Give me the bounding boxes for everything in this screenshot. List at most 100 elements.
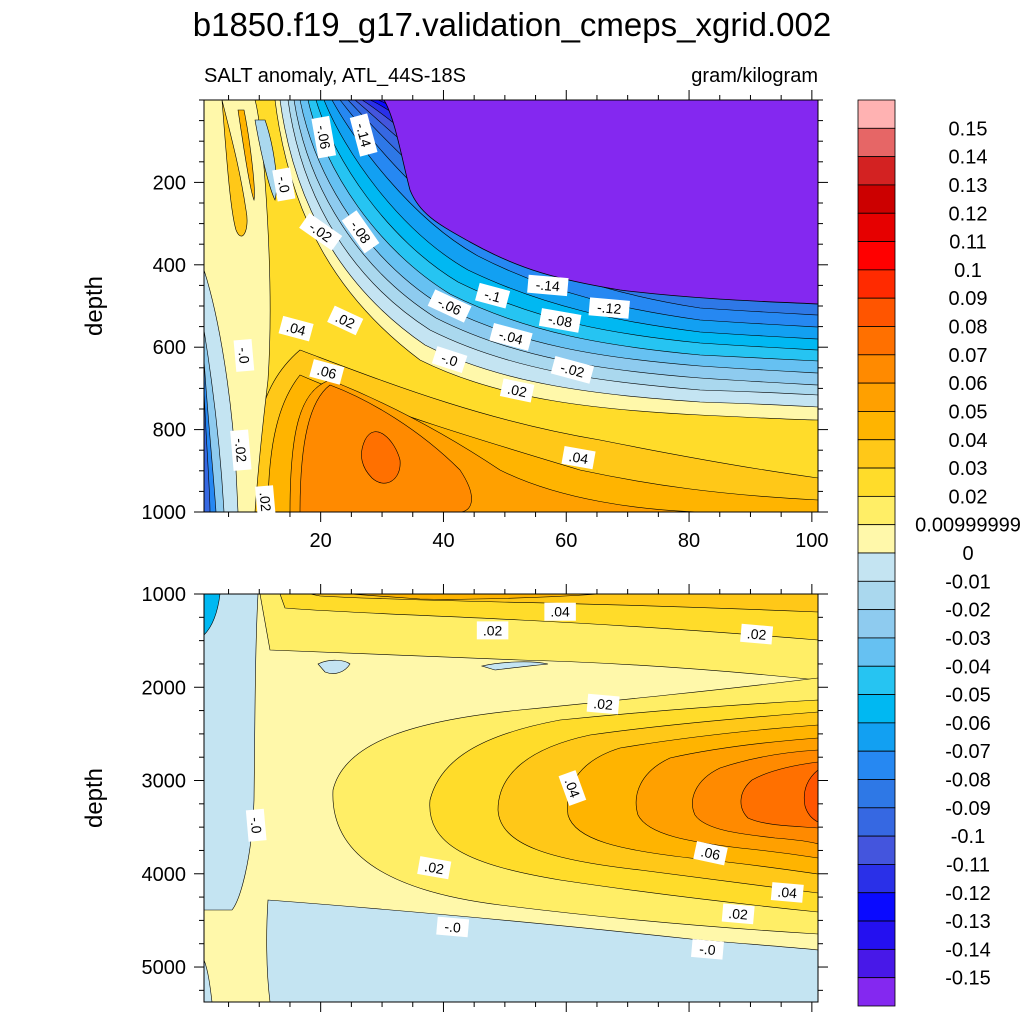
contour-label: -.14 [349, 113, 378, 157]
contour-label-text: .02 [423, 858, 445, 877]
contour-label-text: .02 [483, 622, 503, 638]
colorbar-swatch [857, 297, 896, 327]
contour-label-text: .02 [506, 381, 529, 401]
contour-label-text: -.14 [353, 121, 375, 149]
colorbar-swatch [857, 382, 896, 412]
lower-panel-frame [203, 593, 819, 1003]
colorbar-swatch [857, 552, 896, 582]
lower-panel-fills [204, 594, 818, 1002]
contour-label: -.0 [431, 346, 468, 373]
colorbar-swatch [857, 920, 896, 950]
contour-label: -.0 [436, 916, 470, 938]
x-tick-label: 80 [678, 530, 700, 552]
colorbar-label: -0.09 [945, 798, 991, 820]
contour-label: .02 [476, 621, 509, 640]
colorbar-swatch [857, 864, 896, 894]
y-tick-label: 4000 [142, 864, 187, 886]
colorbar-swatch [857, 948, 896, 979]
contour-label: -.14 [527, 274, 569, 297]
colorbar-label: 0.02 [949, 486, 988, 508]
y-tick-label: 600 [153, 337, 186, 359]
contour-label: .02 [740, 623, 774, 645]
colorbar-swatch [857, 354, 896, 384]
contour-label: .04 [561, 446, 596, 470]
colorbar-swatch [857, 495, 896, 526]
colorbar-swatch [857, 212, 896, 242]
colorbar-label: 0.07 [949, 345, 988, 367]
contour-label-text: .02 [593, 695, 614, 713]
y-tick-label: 1000 [142, 584, 187, 606]
y-tick-label: 200 [153, 172, 186, 194]
colorbar-swatch [857, 779, 896, 809]
lower-contour-labels: .04 .02 .02 .02 .04 -.0 .02 .06 .04 .02 -.0 -.0 [245, 602, 804, 960]
contour-label-text: -.02 [559, 359, 587, 381]
colorbar-label: -0.08 [945, 770, 991, 792]
x-tick-label: 60 [555, 530, 577, 552]
contour-label-text: .02 [728, 905, 749, 923]
y-tick-label: 1000 [142, 502, 187, 524]
colorbar-swatch [857, 439, 896, 469]
contour-label: .04 [544, 602, 576, 621]
colorbar-label: 0.12 [949, 203, 988, 225]
contour-label-text: .04 [285, 318, 308, 339]
figure-title: b1850.f19_g17.validation_cmeps_xgrid.002 [192, 6, 832, 43]
colorbar-swatch [857, 665, 896, 695]
contour-label-text: -.14 [535, 276, 561, 294]
contour-label: .06 [309, 359, 345, 385]
contour-label: .04 [278, 315, 314, 342]
x-tick-label: 100 [795, 530, 828, 552]
contour-label-text: -.0 [439, 349, 460, 369]
colorbar-label: -0.04 [945, 656, 991, 678]
contour-label-text: .04 [550, 604, 570, 620]
y-tick-label: 400 [153, 255, 186, 277]
contour-label-text: .02 [257, 491, 275, 512]
contour-label: .02 [721, 903, 755, 925]
contour-label-text: .06 [315, 362, 338, 383]
colorbar-swatch [857, 892, 896, 922]
colorbar-label: 0.1 [954, 260, 982, 282]
contour-label-text: -.0 [248, 816, 265, 834]
contour-label: -.06 [311, 115, 337, 159]
colorbar-label: 0.04 [949, 430, 988, 452]
colorbar-label: 0 [962, 543, 973, 565]
colorbar-label: -0.03 [945, 628, 991, 650]
colorbar-label: 0.06 [949, 373, 988, 395]
colorbar-label: -0.15 [945, 968, 991, 990]
colorbar-swatch [857, 411, 896, 441]
upper-axis: 20 40 60 80 100 200 400 600 800 1000 [142, 90, 829, 552]
colorbar-label: 0.14 [949, 147, 988, 169]
colorbar-swatch [857, 750, 896, 780]
contour-label: -.08 [538, 308, 582, 333]
colorbar-swatch [857, 467, 896, 497]
contour-label: -.0 [272, 167, 296, 202]
colorbar-swatch [857, 807, 896, 837]
upper-ylabel: depth [81, 276, 108, 336]
colorbar-label: -0.07 [945, 741, 991, 763]
colorbar-label: -0.01 [945, 571, 991, 593]
colorbar-swatch [857, 580, 896, 611]
colorbar-label: 0.03 [949, 458, 988, 480]
colorbar-swatch [857, 524, 896, 554]
contour-label-text: -.0 [235, 347, 252, 365]
colorbar-label: -0.13 [945, 911, 991, 933]
contour-label: .06 [693, 841, 728, 866]
colorbar-label: 0.09 [949, 288, 988, 310]
colorbar-label: -0.11 [946, 854, 990, 876]
lower-ylabel: depth [81, 768, 108, 828]
colorbar-swatch [857, 127, 896, 158]
contour-label-text: -.1 [483, 286, 503, 306]
colorbar-label: -0.12 [945, 883, 991, 905]
subtitle-left: SALT anomaly, ATL_44S-18S [204, 65, 466, 87]
x-tick-label: 40 [432, 530, 454, 552]
contour-label: .02 [327, 305, 364, 336]
colorbar-label: 0.15 [949, 118, 988, 140]
contour-label-text: -.08 [547, 310, 574, 330]
colorbar-label: 0.13 [949, 175, 988, 197]
colorbar-swatch [857, 694, 896, 724]
colorbar-swatch [857, 326, 896, 356]
colorbar-label: 0.08 [949, 317, 988, 339]
colorbar-swatch [857, 977, 896, 1007]
y-tick-label: 2000 [142, 677, 187, 699]
